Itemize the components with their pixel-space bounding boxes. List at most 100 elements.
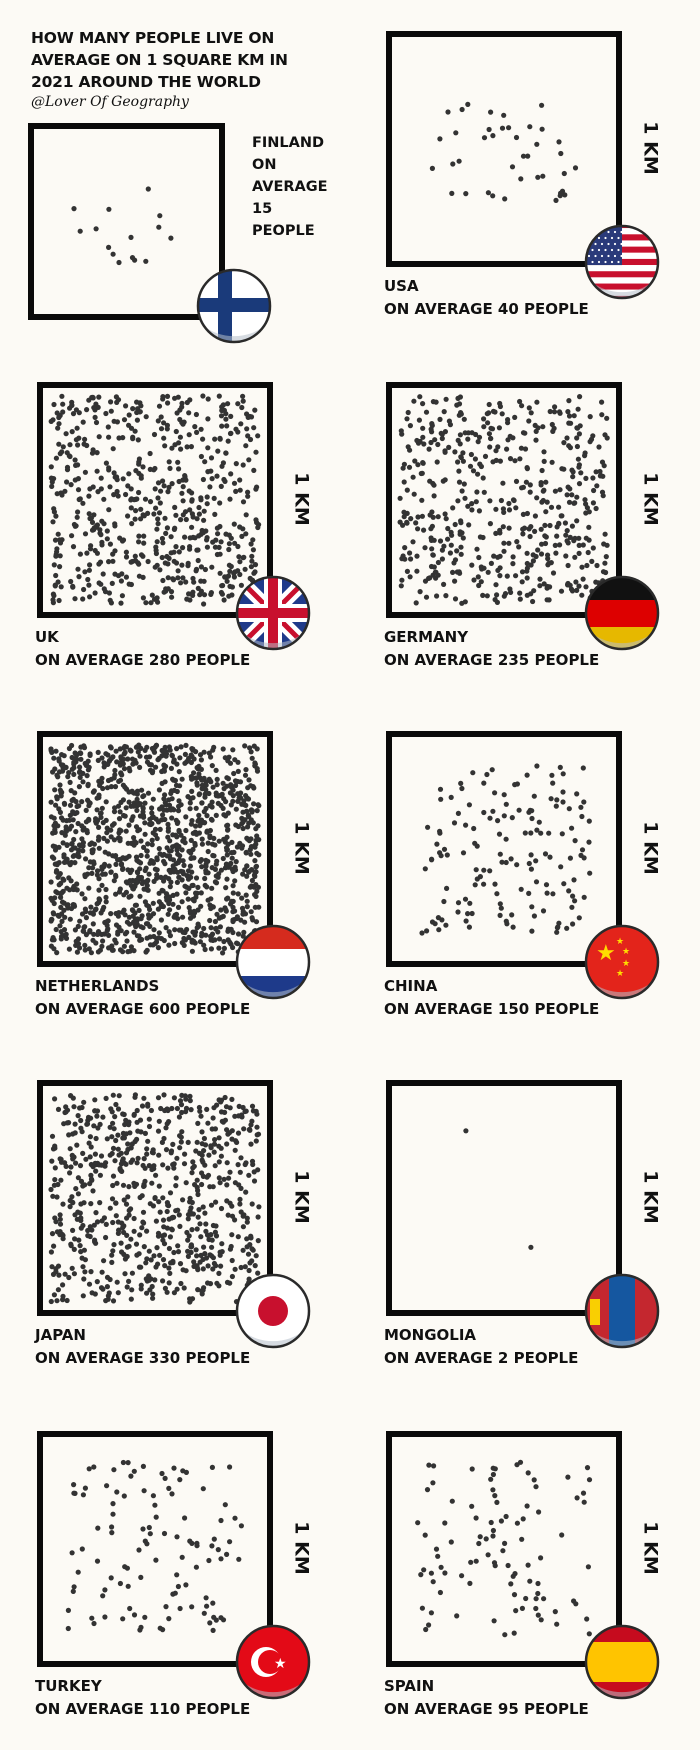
person-dot: [159, 887, 165, 893]
person-dot: [176, 798, 182, 804]
person-dot: [415, 462, 421, 468]
person-dot: [170, 1214, 176, 1220]
person-dot: [178, 446, 184, 452]
person-dot: [136, 539, 142, 545]
person-dot: [133, 508, 139, 514]
person-dot: [155, 1233, 162, 1239]
person-dot: [419, 930, 425, 936]
person-dot: [527, 124, 533, 130]
person-dot: [566, 420, 572, 426]
person-dot: [487, 521, 493, 527]
person-dot: [86, 1281, 93, 1287]
person-dot: [485, 1552, 491, 1558]
person-dot: [500, 524, 506, 530]
person-dot: [186, 591, 192, 597]
person-dot: [182, 751, 188, 757]
person-dot: [168, 550, 174, 556]
person-dot: [137, 1232, 143, 1238]
dot-field: [429, 101, 579, 203]
person-dot: [190, 896, 196, 903]
person-dot: [212, 511, 218, 517]
person-dot: [246, 1267, 252, 1274]
person-dot: [108, 1575, 114, 1581]
person-dot: [133, 854, 140, 860]
person-dot: [150, 814, 156, 820]
person-dot: [71, 771, 77, 777]
person-dot: [87, 594, 93, 600]
person-dot: [536, 819, 542, 825]
person-dot: [578, 470, 584, 476]
person-dot: [472, 456, 478, 462]
person-dot: [465, 503, 471, 509]
person-dot: [51, 911, 57, 917]
person-dot: [161, 483, 167, 489]
person-dot: [151, 431, 158, 438]
person-dot: [136, 933, 142, 939]
person-dot: [209, 763, 215, 769]
person-dot: [53, 572, 59, 579]
person-dot: [517, 398, 523, 405]
person-dot: [140, 1209, 147, 1215]
person-dot: [497, 573, 503, 579]
person-dot: [114, 488, 120, 495]
person-dot: [67, 1204, 73, 1210]
person-dot: [161, 796, 167, 802]
person-dot: [189, 855, 195, 861]
person-dot: [194, 765, 200, 771]
person-dot: [173, 1175, 179, 1181]
person-dot: [502, 591, 509, 597]
person-dot: [441, 846, 448, 852]
person-dot: [218, 1615, 224, 1621]
person-dot: [478, 463, 484, 470]
person-dot: [75, 1569, 81, 1575]
person-dot: [215, 793, 221, 799]
person-dot: [122, 743, 128, 750]
person-dot: [183, 742, 189, 748]
person-dot: [134, 807, 140, 813]
person-dot: [430, 552, 436, 558]
person-dot: [419, 497, 425, 503]
caption: ON AVERAGE 110 PEOPLE: [35, 1700, 251, 1718]
person-dot: [57, 809, 63, 815]
person-dot: [401, 461, 407, 467]
person-dot: [253, 893, 259, 899]
person-dot: [195, 547, 201, 553]
person-dot: [578, 804, 584, 810]
person-dot: [135, 1128, 141, 1134]
person-dot: [51, 937, 57, 943]
person-dot: [160, 1217, 167, 1223]
person-dot: [252, 1263, 258, 1269]
person-dot: [564, 925, 570, 931]
person-dot: [162, 515, 168, 521]
person-dot: [196, 504, 202, 511]
person-dot: [145, 790, 152, 796]
person-dot: [500, 1548, 506, 1554]
person-dot: [82, 924, 88, 930]
person-dot: [531, 913, 537, 919]
person-dot: [67, 779, 73, 785]
person-dot: [550, 570, 557, 576]
person-dot: [541, 449, 547, 455]
person-dot: [237, 1169, 243, 1175]
person-dot: [202, 875, 208, 882]
person-dot: [422, 866, 428, 872]
person-dot: [546, 830, 552, 836]
person-dot: [407, 447, 413, 453]
person-dot: [543, 509, 549, 515]
person-dot: [101, 586, 107, 592]
person-dot: [64, 467, 71, 473]
person-dot: [50, 769, 56, 775]
person-dot: [92, 1160, 98, 1166]
person-dot: [223, 907, 229, 913]
person-dot: [441, 543, 447, 549]
person-dot: [248, 564, 254, 570]
person-dot: [231, 521, 237, 527]
person-dot: [491, 1618, 497, 1624]
person-dot: [96, 824, 102, 830]
person-dot: [421, 1567, 427, 1573]
person-dot: [510, 435, 516, 441]
person-dot: [140, 805, 146, 811]
person-dot: [79, 1546, 85, 1552]
person-dot: [205, 848, 211, 855]
person-dot: [590, 545, 596, 551]
